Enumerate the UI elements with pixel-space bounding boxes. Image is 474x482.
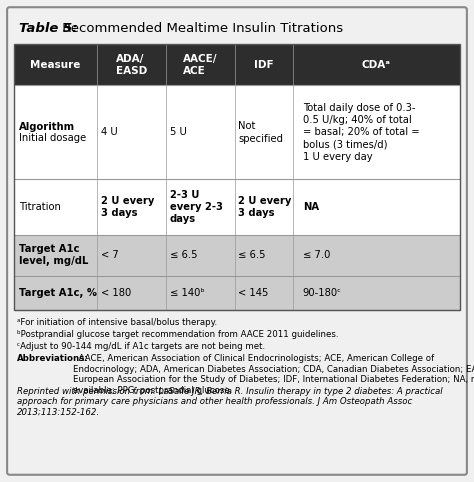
Text: < 145: < 145 [238, 288, 269, 298]
Text: Total daily dose of 0.3-
0.5 U/kg; 40% of total
= basal; 20% of total =
bolus (3: Total daily dose of 0.3- 0.5 U/kg; 40% o… [303, 103, 419, 162]
Text: Target A1c
level, mg/dL: Target A1c level, mg/dL [19, 244, 89, 267]
Text: 2-3 U
every 2-3
days: 2-3 U every 2-3 days [170, 189, 223, 225]
Text: ᵃFor initiation of intensive basal/bolus therapy.: ᵃFor initiation of intensive basal/bolus… [17, 318, 217, 327]
Text: ≤ 6.5: ≤ 6.5 [170, 250, 197, 260]
Text: < 7: < 7 [101, 250, 118, 260]
Text: Algorithm: Algorithm [19, 122, 75, 132]
Text: Table 5:: Table 5: [19, 22, 77, 35]
Text: IDF: IDF [254, 60, 273, 70]
Text: < 180: < 180 [101, 288, 131, 298]
Bar [14, 44, 460, 310]
Text: Not
specified: Not specified [238, 121, 283, 144]
Text: ≤ 6.5: ≤ 6.5 [238, 250, 266, 260]
Bar [14, 235, 460, 276]
Text: 2 U every
3 days: 2 U every 3 days [238, 196, 292, 218]
Bar [14, 179, 460, 235]
Text: ≤ 140ᵇ: ≤ 140ᵇ [170, 288, 205, 298]
Text: 2 U every
3 days: 2 U every 3 days [101, 196, 154, 218]
Text: Abbreviations:: Abbreviations: [17, 354, 88, 363]
Text: 4 U: 4 U [101, 127, 118, 137]
Bar [14, 85, 460, 179]
Text: Titration: Titration [19, 202, 61, 212]
FancyBboxPatch shape [7, 7, 467, 475]
Text: Measure: Measure [30, 60, 81, 70]
Text: : AACE, American Association of Clinical Endocrinologists; ACE, American College: : AACE, American Association of Clinical… [73, 354, 474, 395]
Text: AACE/
ACE: AACE/ ACE [183, 54, 218, 76]
Bar [14, 44, 460, 85]
Text: Target A1c, %: Target A1c, % [19, 288, 97, 298]
Text: ≤ 7.0: ≤ 7.0 [303, 250, 330, 260]
Text: Initial dosage: Initial dosage [19, 133, 86, 143]
Text: NA: NA [303, 202, 319, 212]
Text: 90-180ᶜ: 90-180ᶜ [303, 288, 342, 298]
Text: ADA/
EASD: ADA/ EASD [116, 54, 147, 76]
Text: Recommended Mealtime Insulin Titrations: Recommended Mealtime Insulin Titrations [58, 22, 344, 35]
Text: ᶜAdjust to 90-144 mg/dL if A1c targets are not being met.: ᶜAdjust to 90-144 mg/dL if A1c targets a… [17, 342, 264, 351]
Text: 5 U: 5 U [170, 127, 187, 137]
Text: Reprinted with permission from: LaSalle JR, Berria R. Insulin therapy in type 2 : Reprinted with permission from: LaSalle … [17, 387, 442, 417]
Bar [14, 276, 460, 310]
Text: ᵇPostprandial glucose target recommendation from AACE 2011 guidelines.: ᵇPostprandial glucose target recommendat… [17, 330, 338, 339]
Text: CDAᵃ: CDAᵃ [362, 60, 391, 70]
